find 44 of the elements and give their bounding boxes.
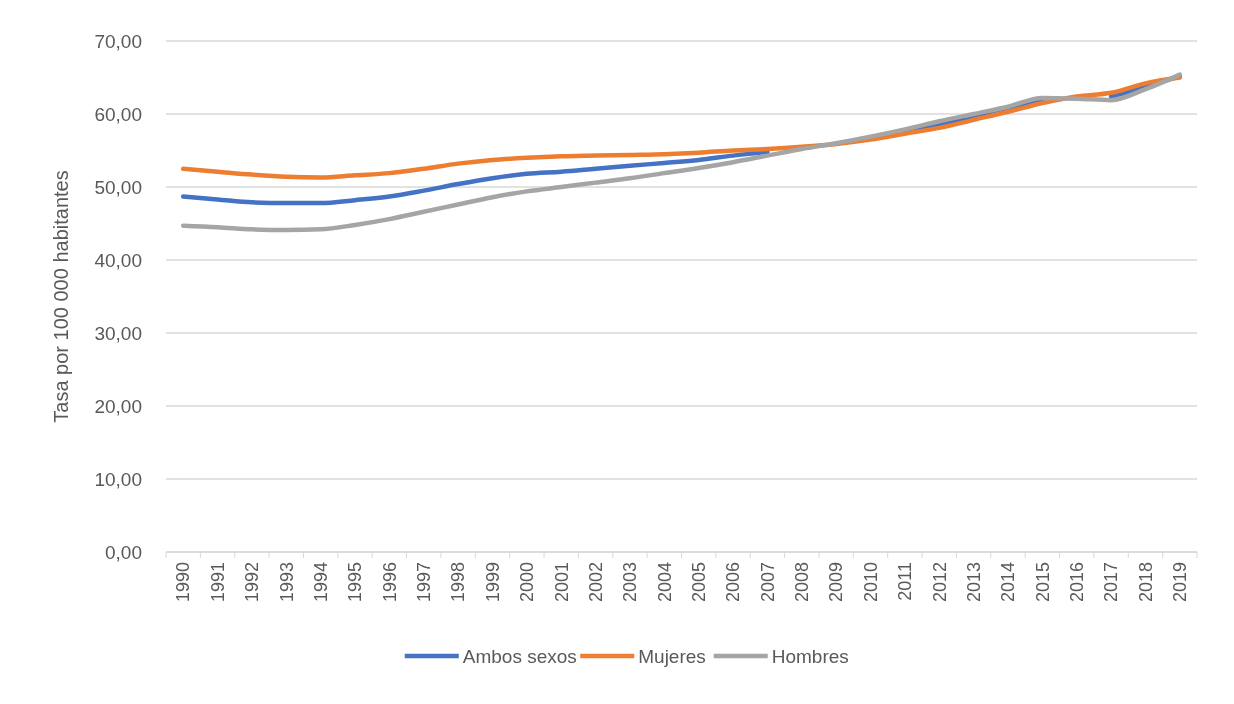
x-tick-label: 2004 [654,562,675,603]
x-tick-label: 2002 [585,562,606,603]
x-tick-label: 2011 [895,562,916,601]
x-tick-label: 2005 [688,562,709,603]
x-tick-label: 2018 [1135,562,1156,603]
legend-label: Ambos sexos [462,645,577,667]
y-tick-label: 70,00 [94,30,142,52]
x-tick-label: 1991 [207,562,228,603]
line-series [180,72,1183,233]
legend-label: Hombres [771,645,849,667]
x-tick-label: 1994 [310,562,331,603]
line-series [180,75,1183,180]
x-tick-label: 2013 [963,562,984,603]
x-tick-label: 2006 [723,562,744,603]
y-tick-label: 10,00 [94,468,142,490]
x-tick-label: 2019 [1170,562,1191,603]
x-tick-label: 1997 [414,562,435,603]
x-tick-label: 1998 [448,562,469,603]
x-tick-label: 2001 [551,562,572,603]
x-tick-label: 1995 [345,562,366,603]
x-tick-label: 2015 [1032,562,1053,603]
x-tick-label: 2000 [517,562,538,603]
x-tick-label: 1990 [173,562,194,603]
x-tick-label: 2016 [1067,562,1088,603]
x-tick-label: 2012 [929,562,950,603]
y-tick-label: 0,00 [105,541,142,563]
x-tick-label: 1993 [276,562,297,603]
x-tick-label: 2017 [1101,562,1122,603]
x-tick-label: 2009 [826,562,847,603]
y-axis-title: Tasa por 100 000 habitantes [50,170,72,423]
x-tick-label: 1996 [379,562,400,603]
x-tick-label: 1999 [482,562,503,603]
x-tick-label: 1992 [242,562,263,603]
x-tick-label: 2010 [860,562,881,603]
y-tick-label: 50,00 [94,176,142,198]
x-tick-label: 2007 [757,562,778,603]
y-tick-label: 40,00 [94,249,142,271]
x-tick-label: 2003 [620,562,641,603]
legend-label: Mujeres [638,645,706,667]
x-tick-label: 2014 [998,562,1019,603]
y-tick-label: 30,00 [94,322,142,344]
y-tick-label: 60,00 [94,103,142,125]
y-tick-label: 20,00 [94,395,142,417]
x-tick-label: 2008 [792,562,813,603]
